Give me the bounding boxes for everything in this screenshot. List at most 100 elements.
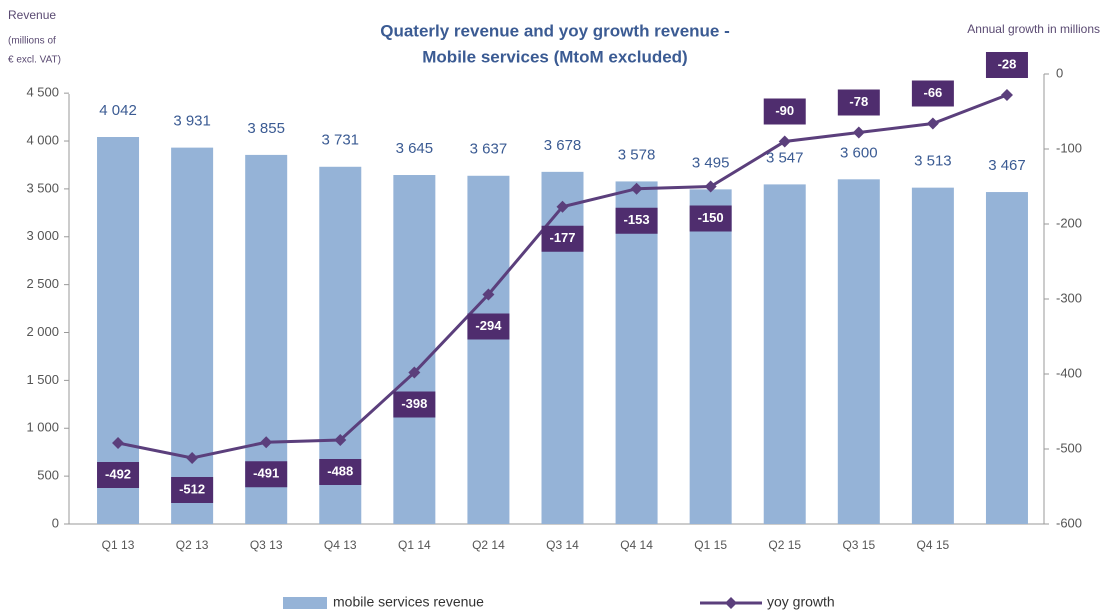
y2-tick-label: 0	[1056, 65, 1063, 80]
bar-label: 3 467	[988, 157, 1026, 174]
bar	[467, 175, 510, 524]
bar	[763, 184, 806, 524]
bar	[615, 181, 658, 524]
point-label: -78	[849, 94, 868, 109]
y2-tick-label: -500	[1056, 440, 1082, 455]
point-label-box	[467, 313, 510, 340]
y2-axis-label: Annual growth in millions	[967, 22, 1100, 36]
y-axis-label: (millions of	[8, 36, 56, 47]
x-tick-label: Q2 15	[768, 538, 801, 552]
x-tick-label: Q1 14	[398, 538, 431, 552]
x-tick-label: Q4 14	[620, 538, 653, 552]
y-tick-label: 1 500	[26, 372, 59, 387]
x-tick-label: Q2 14	[472, 538, 505, 552]
point-label-box	[541, 225, 584, 252]
y-tick-label: 4 500	[26, 85, 59, 100]
y-tick-label: 0	[52, 515, 59, 530]
point	[260, 436, 273, 449]
point	[1000, 89, 1013, 101]
point-label-box	[319, 459, 362, 485]
bar	[985, 192, 1028, 524]
point	[482, 288, 495, 301]
bar-label: 3 731	[321, 132, 359, 149]
y2-tick-label: -100	[1056, 140, 1082, 155]
point	[704, 180, 717, 193]
bar	[97, 137, 140, 524]
chart-title: Mobile services (MtoM excluded)	[422, 47, 687, 66]
point-label-box	[689, 205, 732, 232]
x-tick-label: Q1 13	[102, 538, 135, 552]
legend-swatch	[725, 597, 737, 609]
point-label: -294	[475, 318, 502, 333]
point-label: -66	[923, 85, 942, 100]
legend-label: mobile services revenue	[333, 594, 484, 610]
x-tick-label: Q3 14	[546, 538, 579, 552]
y-tick-label: 1 000	[26, 420, 59, 435]
point-label-box	[985, 52, 1028, 78]
y-tick-label: 2 500	[26, 276, 59, 291]
bar-label: 3 513	[914, 153, 952, 170]
point-label-box	[171, 477, 214, 503]
point	[926, 117, 939, 130]
bar-label: 3 578	[618, 146, 656, 163]
bar-label: 3 645	[396, 140, 434, 157]
point-label: -512	[179, 481, 205, 496]
bar	[393, 175, 436, 525]
point-label: -90	[775, 103, 794, 118]
bar	[911, 187, 954, 525]
legend-label: yoy growth	[767, 594, 835, 610]
x-tick-label: Q2 13	[176, 538, 209, 552]
point-label: -150	[698, 210, 724, 225]
y2-tick-label: -200	[1056, 215, 1082, 230]
point	[112, 437, 125, 449]
point	[852, 126, 865, 139]
x-tick-label: Q3 15	[842, 538, 875, 552]
point-label-box	[245, 461, 288, 488]
y-tick-label: 500	[37, 468, 59, 483]
point-label: -28	[998, 56, 1017, 71]
bar-label: 3 931	[173, 113, 211, 130]
bar-label: 3 678	[544, 137, 582, 154]
point-label: -492	[105, 466, 131, 481]
x-tick-label: Q1 15	[694, 538, 727, 552]
x-tick-label: Q4 15	[917, 538, 950, 552]
point	[334, 434, 347, 446]
bar	[689, 189, 732, 524]
y-axis-label: € excl. VAT)	[8, 55, 61, 66]
point	[186, 452, 199, 464]
y2-tick-label: -600	[1056, 515, 1082, 530]
bar-label: 3 600	[840, 144, 878, 161]
y2-tick-label: -300	[1056, 290, 1082, 305]
point-label: -491	[253, 466, 279, 481]
bar-label: 3 495	[692, 154, 730, 171]
point	[778, 135, 791, 148]
point	[556, 200, 569, 213]
x-tick-label: Q4 13	[324, 538, 357, 552]
bar-label: 3 637	[470, 141, 508, 158]
y-tick-label: 2 000	[26, 324, 59, 339]
x-tick-label: Q3 13	[250, 538, 283, 552]
point-label: -177	[549, 230, 575, 245]
chart-title: Quaterly revenue and yoy growth revenue …	[380, 21, 730, 40]
point-label: -153	[624, 212, 650, 227]
point	[630, 182, 643, 195]
point-label: -398	[401, 396, 427, 411]
point-label-box	[763, 98, 806, 125]
bar-label: 3 547	[766, 149, 804, 166]
point-label: -488	[327, 463, 353, 478]
bar	[837, 179, 880, 524]
bar-label: 3 855	[247, 120, 285, 137]
y2-tick-label: -400	[1056, 365, 1082, 380]
y-tick-label: 4 000	[26, 132, 59, 147]
point-label-box	[615, 207, 658, 234]
point-label-box	[97, 462, 140, 488]
y-axis-label: Revenue	[8, 8, 56, 22]
bar-label: 4 042	[99, 102, 137, 119]
point	[408, 366, 421, 379]
y-tick-label: 3 000	[26, 228, 59, 243]
point-label-box	[837, 89, 880, 116]
legend-swatch	[283, 597, 327, 609]
point-label-box	[393, 391, 436, 418]
bar	[171, 147, 214, 524]
